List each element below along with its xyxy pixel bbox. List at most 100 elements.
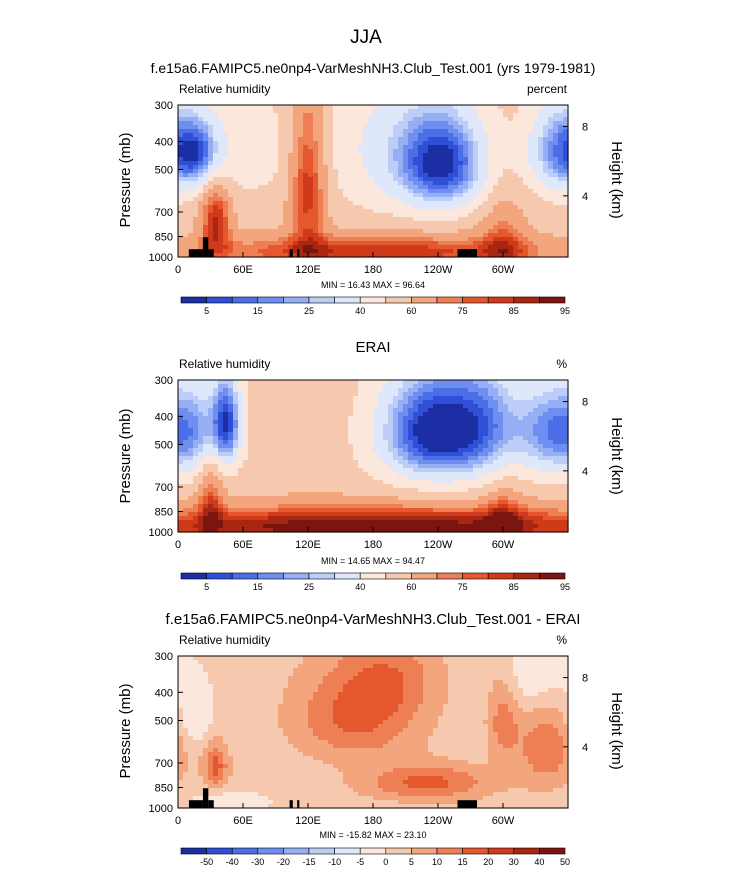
field-cell — [273, 408, 279, 413]
field-cell — [393, 153, 399, 158]
field-cell — [373, 504, 379, 509]
field-cell — [223, 225, 229, 230]
field-cell — [188, 476, 194, 481]
field-cell — [273, 109, 279, 114]
field-cell — [408, 496, 414, 501]
field-cell — [228, 197, 234, 202]
field-cell — [278, 380, 284, 385]
field-cell — [418, 428, 424, 433]
field-cell — [368, 237, 374, 242]
field-cell — [328, 440, 334, 445]
field-cell — [458, 133, 464, 138]
field-cell — [233, 420, 239, 425]
field-cell — [548, 237, 554, 242]
field-cell — [498, 105, 504, 110]
field-cell — [298, 496, 304, 501]
field-cell — [478, 121, 484, 126]
field-cell — [218, 197, 224, 202]
field-cell — [388, 113, 394, 118]
field-cell — [378, 145, 384, 150]
field-cell — [433, 440, 439, 445]
field-cell — [503, 241, 509, 246]
field-cell — [408, 245, 414, 250]
field-cell — [233, 400, 239, 405]
field-cell — [383, 460, 389, 465]
field-cell — [328, 400, 334, 405]
field-cell — [468, 229, 474, 234]
field-cell — [298, 480, 304, 485]
field-cell — [538, 113, 544, 118]
field-cell — [253, 440, 259, 445]
field-cell — [373, 201, 379, 206]
field-cell — [473, 177, 479, 182]
field-cell — [193, 181, 199, 186]
field-cell — [228, 484, 234, 489]
field-cell — [308, 137, 314, 142]
field-cell — [448, 157, 454, 162]
field-cell — [418, 161, 424, 166]
field-cell — [538, 105, 544, 110]
field-cell — [278, 408, 284, 413]
field-cell — [408, 480, 414, 485]
field-cell — [233, 468, 239, 473]
field-cell — [563, 181, 569, 186]
field-cell — [428, 253, 434, 258]
field-cell — [298, 460, 304, 465]
field-cell — [308, 193, 314, 198]
field-cell — [213, 412, 219, 417]
field-cell — [183, 528, 189, 533]
field-cell — [363, 520, 369, 525]
field-cell — [353, 524, 359, 529]
field-cell — [188, 408, 194, 413]
field-cell — [323, 384, 329, 389]
field-cell — [273, 432, 279, 437]
field-cell — [313, 181, 319, 186]
field-cell — [433, 197, 439, 202]
field-cell — [403, 189, 409, 194]
field-cell — [408, 249, 414, 254]
field-cell — [418, 388, 424, 393]
field-cell — [208, 113, 214, 118]
field-cell — [248, 408, 254, 413]
field-cell — [288, 508, 294, 513]
field-cell — [223, 512, 229, 517]
field-cell — [308, 149, 314, 154]
field-cell — [248, 213, 254, 218]
field-cell — [223, 205, 229, 210]
field-cell — [393, 460, 399, 465]
field-cell — [383, 472, 389, 477]
field-cell — [513, 229, 519, 234]
field-cell — [333, 189, 339, 194]
field-cell — [238, 165, 244, 170]
field-cell — [298, 249, 304, 254]
field-cell — [473, 225, 479, 230]
field-cell — [333, 476, 339, 481]
field-cell — [298, 117, 304, 122]
field-cell — [213, 456, 219, 461]
field-cell — [423, 233, 429, 238]
field-cell — [188, 484, 194, 489]
field-cell — [548, 149, 554, 154]
field-cell — [258, 149, 264, 154]
field-cell — [288, 169, 294, 174]
field-cell — [248, 476, 254, 481]
field-cell — [313, 416, 319, 421]
field-cell — [358, 113, 364, 118]
field-cell — [403, 392, 409, 397]
field-cell — [208, 492, 214, 497]
field-cell — [398, 392, 404, 397]
field-cell — [273, 233, 279, 238]
field-cell — [368, 117, 374, 122]
field-cell — [398, 404, 404, 409]
field-cell — [263, 169, 269, 174]
field-cell — [293, 237, 299, 242]
field-cell — [213, 145, 219, 150]
field-cell — [298, 237, 304, 242]
field-cell — [448, 169, 454, 174]
field-cell — [378, 169, 384, 174]
field-cell — [473, 181, 479, 186]
field-cell — [513, 125, 519, 130]
field-cell — [468, 153, 474, 158]
field-cell — [443, 213, 449, 218]
field-cell — [403, 428, 409, 433]
